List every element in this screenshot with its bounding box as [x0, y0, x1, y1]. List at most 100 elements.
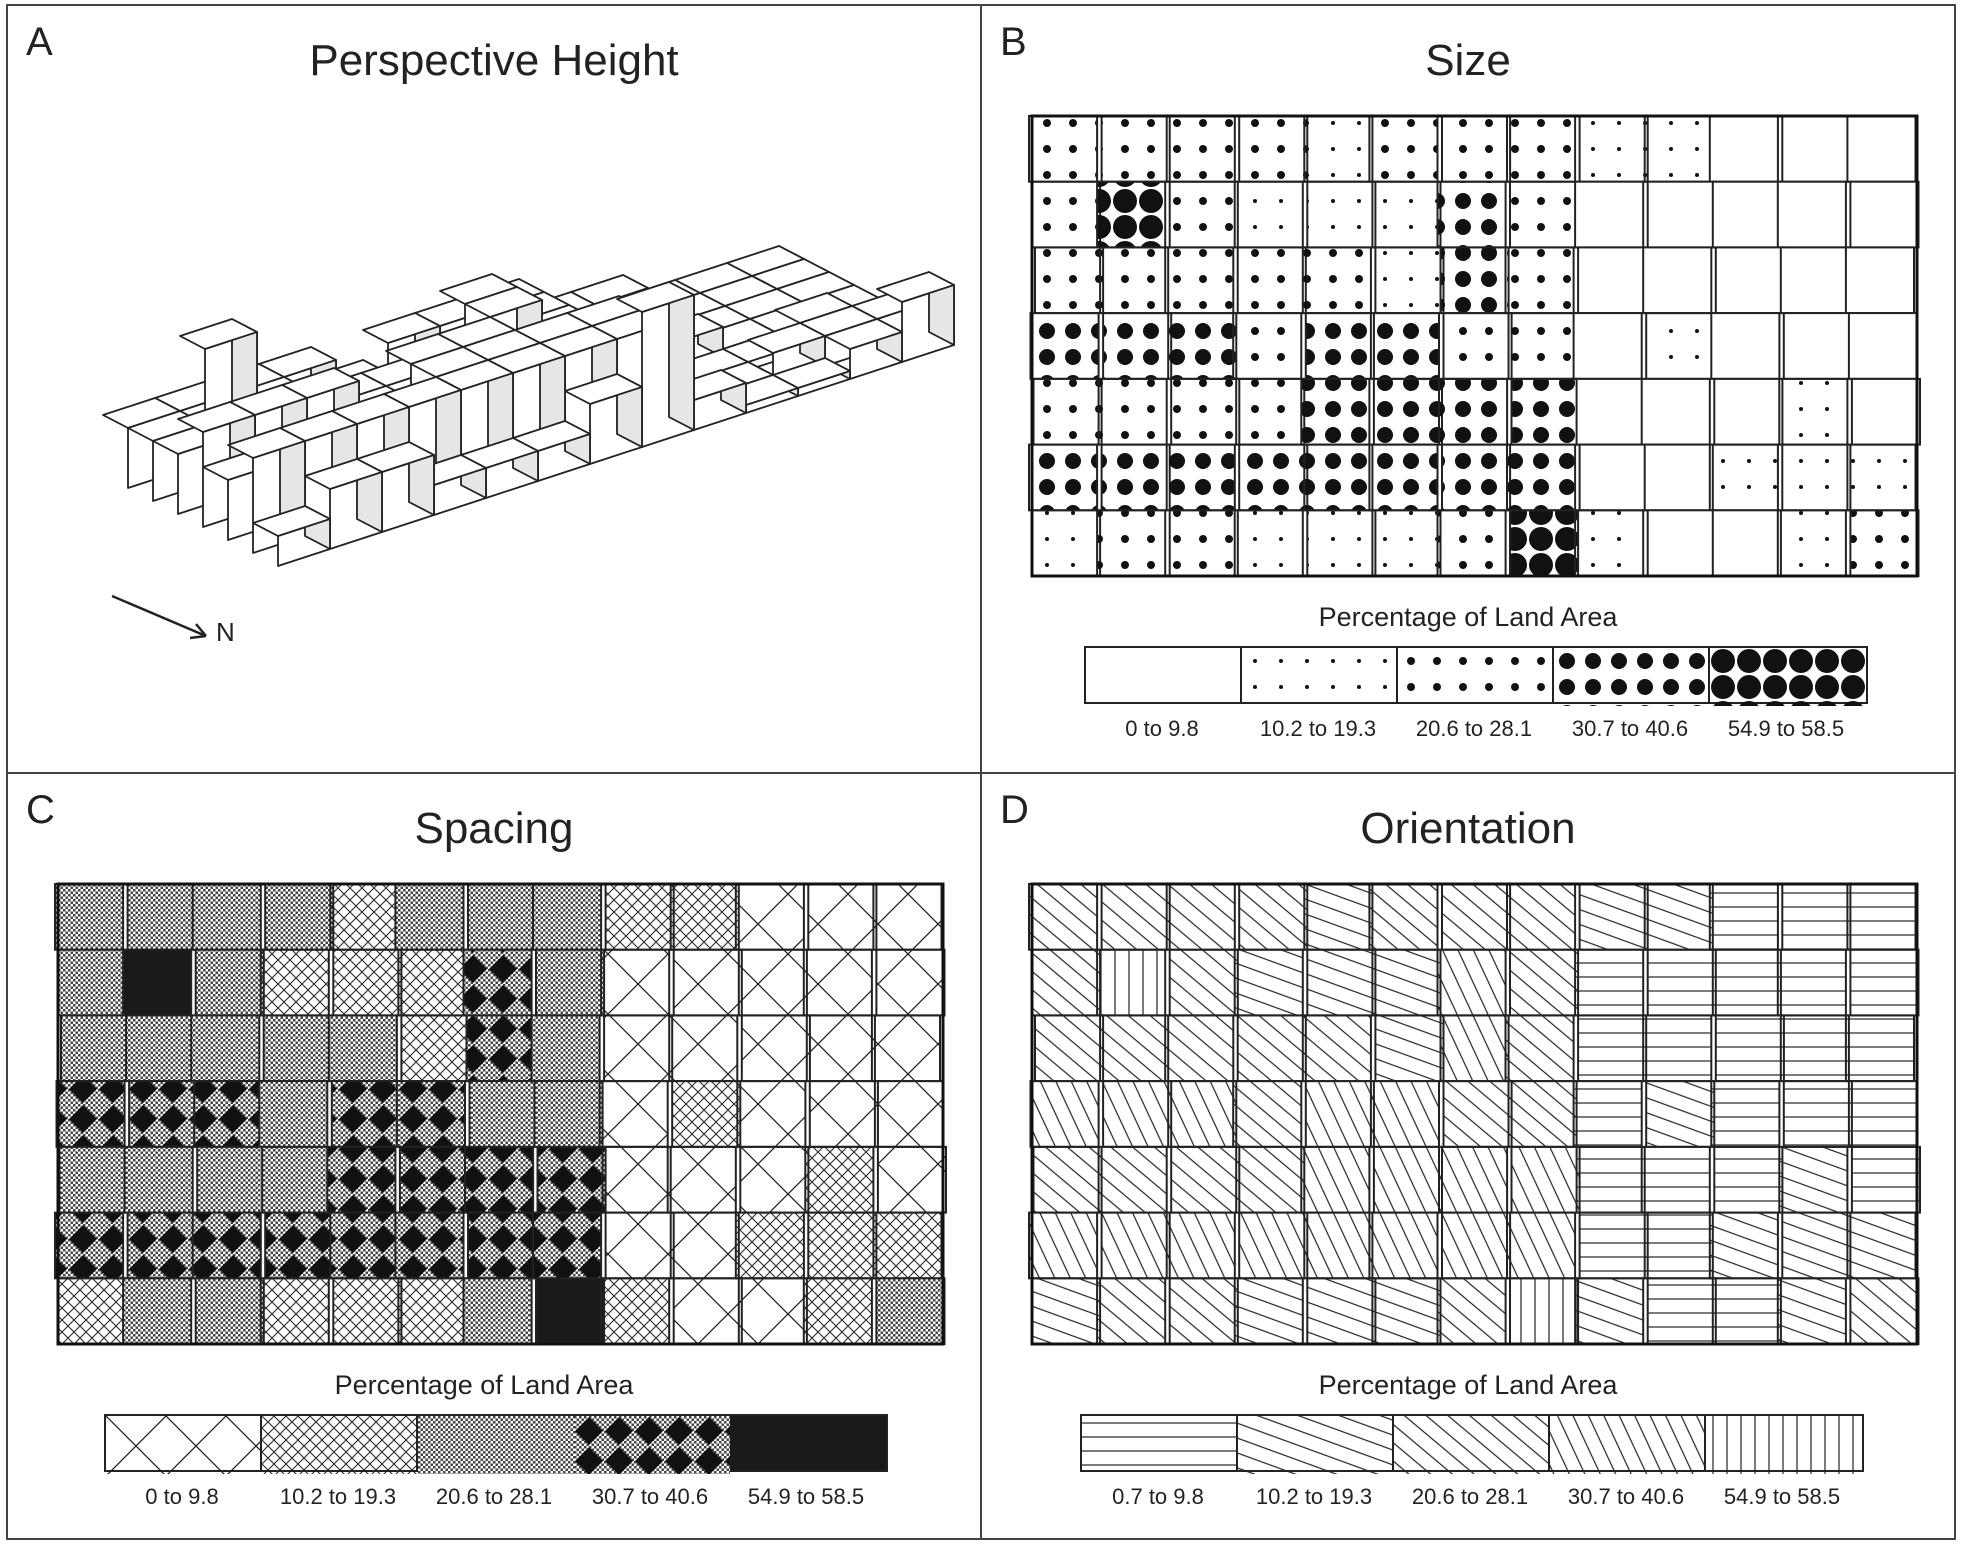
county-cell [532, 1211, 603, 1280]
county-cell [669, 883, 740, 951]
county-cell [807, 1211, 878, 1280]
legend-title: Percentage of Land Area [1318, 1370, 1618, 1400]
county-cell [194, 948, 265, 1017]
county-cell [262, 1014, 333, 1083]
county-cell [126, 1211, 197, 1280]
legend-swatch [1706, 1416, 1862, 1474]
county-cell [1711, 180, 1782, 249]
county-cell [398, 1145, 469, 1214]
panel-letter: A [26, 20, 53, 64]
county-cell [60, 1014, 131, 1083]
county-cell [1572, 312, 1643, 380]
county-cell [326, 1145, 397, 1214]
county-cell [1643, 115, 1714, 183]
county-cell [1509, 948, 1580, 1017]
county-cell [465, 1014, 536, 1083]
county-cell [126, 883, 197, 951]
legend-swatch [574, 1416, 730, 1474]
county-cell [1776, 1277, 1847, 1345]
legend-swatch [1554, 648, 1710, 706]
county-cell [1642, 1014, 1713, 1083]
county-cell [1509, 180, 1580, 249]
panel-title: Spacing [414, 804, 574, 853]
county-cell [1032, 377, 1103, 446]
county-cell [57, 948, 128, 1017]
county-cell [1778, 1145, 1849, 1214]
county-cell [1233, 948, 1304, 1017]
prism-top-face [824, 318, 903, 350]
county-cell [1371, 1277, 1442, 1345]
county-cell [125, 1014, 196, 1083]
county-cell [1238, 1211, 1309, 1280]
county-cell [1029, 1080, 1100, 1148]
county-cell [1034, 246, 1105, 315]
county-cell [535, 948, 606, 1017]
county-cell [1096, 509, 1167, 577]
county-cell [1776, 509, 1847, 577]
county-cell [1032, 1145, 1103, 1214]
county-cell [672, 1277, 743, 1345]
legend-swatch [730, 1416, 886, 1470]
county-cell [1844, 246, 1916, 315]
county-cell [1574, 509, 1645, 577]
county-cell [1640, 377, 1711, 446]
county-cell [1510, 377, 1581, 446]
county-cell [1847, 312, 1919, 380]
county-cell [193, 1080, 264, 1148]
prism-top-face [227, 427, 306, 459]
county-cell [1303, 443, 1374, 512]
county-cell [1711, 509, 1782, 577]
size-map [1028, 114, 1922, 578]
county-cell [1164, 246, 1235, 315]
county-cell [1100, 443, 1171, 512]
county-cell [1574, 948, 1645, 1017]
county-cell [1165, 883, 1236, 951]
county-cell [55, 1080, 126, 1148]
county-cell [1711, 948, 1782, 1017]
prism-side-face [668, 281, 695, 431]
legend-label: 20.6 to 28.1 [1415, 716, 1533, 741]
legend-swatch [262, 1416, 418, 1474]
county-cell [1029, 312, 1100, 380]
county-cell [1506, 443, 1577, 512]
county-cell [1781, 443, 1852, 512]
county-cell [1368, 443, 1439, 512]
legend-label: 10.2 to 19.3 [279, 1484, 397, 1509]
county-cell [1782, 1080, 1853, 1148]
panel-title: Perspective Height [309, 36, 679, 85]
county-cell [1100, 1211, 1171, 1280]
county-cell [261, 1145, 332, 1214]
county-cell [1436, 509, 1507, 577]
county-cell [1168, 180, 1239, 249]
county-cell [259, 1277, 330, 1345]
county-cell [1165, 1211, 1236, 1280]
county-cell [330, 1080, 401, 1148]
county-cell [1778, 377, 1849, 446]
county-cell [872, 1211, 943, 1280]
county-cell [1165, 443, 1236, 512]
county-cell [1167, 1080, 1238, 1148]
north-label: N [216, 617, 235, 646]
county-cell [1849, 509, 1920, 577]
county-cell [1306, 1277, 1377, 1345]
county-cell [1165, 115, 1236, 183]
county-cell [1850, 1145, 1922, 1214]
panel-orientation: D Orientation Percentage of Land Area 0.… [980, 772, 1956, 1540]
county-cell [1235, 1145, 1306, 1214]
county-cell [802, 1277, 873, 1345]
county-cell [462, 948, 533, 1017]
legend-swatch [106, 1416, 262, 1474]
legend-swatch [1086, 648, 1242, 702]
county-cell [1776, 180, 1847, 249]
county-cell [54, 1211, 125, 1280]
county-cell [1099, 1014, 1170, 1083]
county-cell [1442, 1080, 1513, 1148]
county-cell [468, 1080, 539, 1148]
prism-top-face [564, 373, 643, 405]
county-cell [1374, 246, 1445, 315]
county-cell [535, 1277, 606, 1345]
size-legend [1084, 646, 1868, 706]
county-cell [191, 1211, 262, 1280]
county-cell [122, 948, 193, 1017]
county-cell [739, 1145, 810, 1214]
